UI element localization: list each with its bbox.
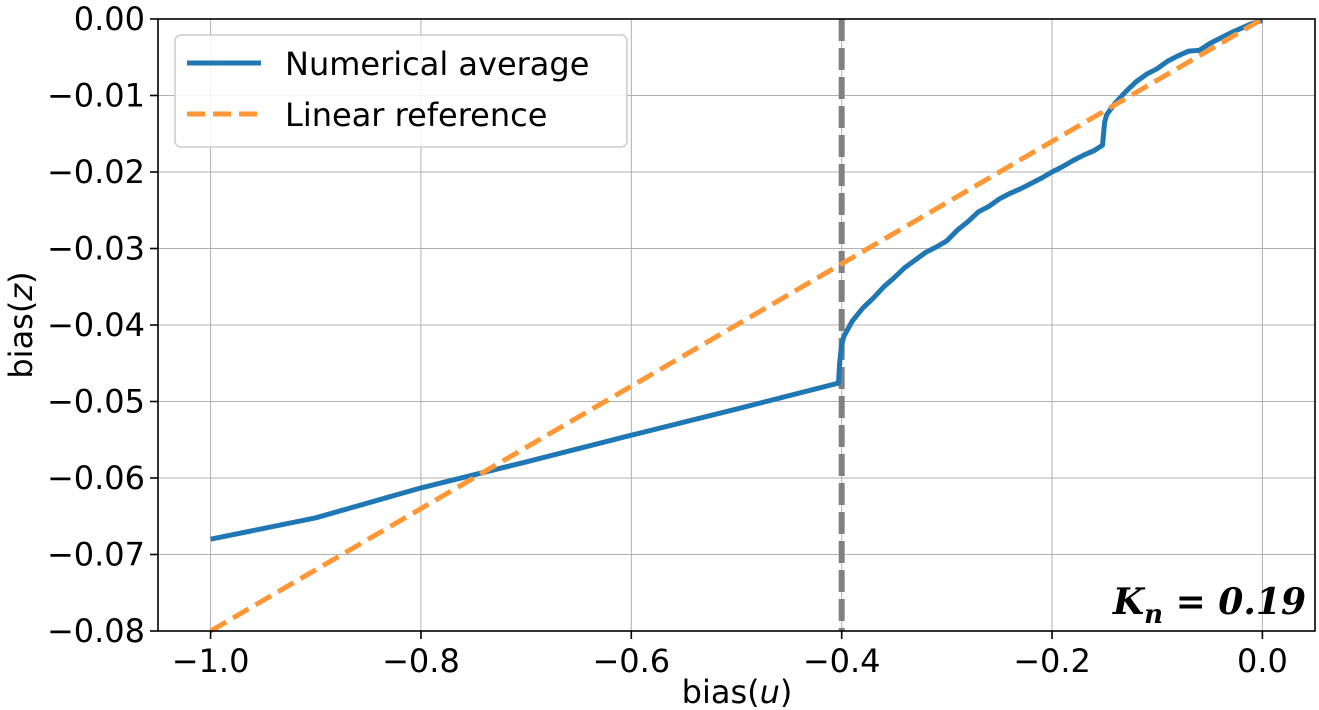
plot-series <box>209 16 1264 634</box>
legend-box <box>174 34 628 148</box>
series-linear-reference <box>209 16 1264 634</box>
y-tick-label: 0.00 <box>74 0 145 38</box>
x-tick-label: −1.0 <box>172 642 250 680</box>
y-tick-label: −0.03 <box>47 230 145 268</box>
y-ticks: 0.00 −0.01 −0.02 −0.03 −0.04 −0.05 −0.06 −0.07 −… <box>47 0 158 650</box>
x-axis-label: bias(u) <box>682 673 793 710</box>
y-tick-label: −0.08 <box>47 612 145 650</box>
grid <box>158 18 1315 632</box>
legend: Numerical average Linear reference <box>174 34 628 148</box>
series-numerical-average <box>210 18 1264 542</box>
x-tick-label: −0.8 <box>382 642 460 680</box>
y-tick-label: −0.02 <box>47 153 145 191</box>
kn-annotation: Kn = 0.19 <box>1112 581 1306 630</box>
y-tick-label: −0.04 <box>47 306 145 344</box>
y-axis-label: bias(z) <box>2 271 40 378</box>
legend-label-numerical-average: Numerical average <box>285 45 589 83</box>
y-tick-label: −0.06 <box>47 459 145 497</box>
x-tick-label: 0.0 <box>1237 642 1288 680</box>
y-tick-label: −0.01 <box>47 77 145 115</box>
y-tick-label: −0.05 <box>47 383 145 421</box>
x-ticks: −1.0 −0.8 −0.6 −0.4 −0.2 0.0 <box>172 631 1288 680</box>
y-tick-label: −0.07 <box>47 536 145 574</box>
x-tick-label: −0.2 <box>1013 642 1091 680</box>
legend-label-linear-reference: Linear reference <box>285 96 547 134</box>
x-tick-label: −0.4 <box>803 642 881 680</box>
x-tick-label: −0.6 <box>592 642 670 680</box>
